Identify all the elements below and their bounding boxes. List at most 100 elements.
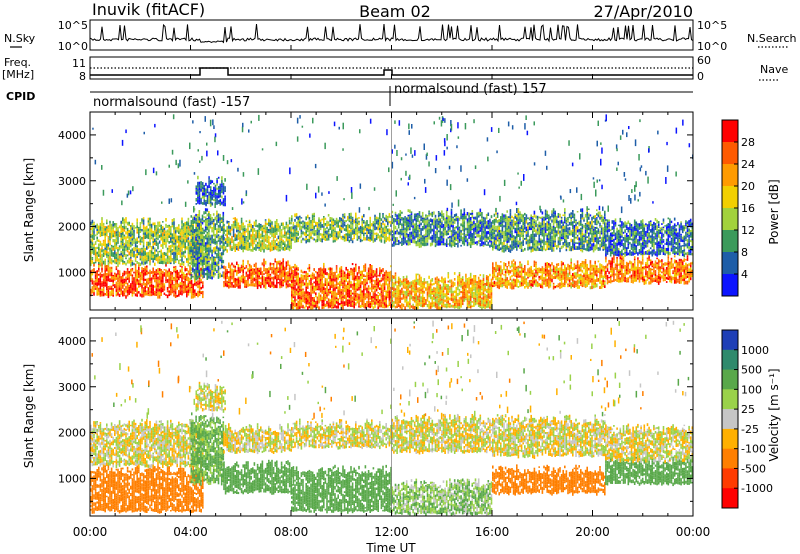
heatmap-cell — [143, 239, 145, 241]
heatmap-cell — [363, 269, 365, 272]
heatmap-cell — [265, 223, 267, 225]
heatmap-cell — [342, 214, 344, 216]
heatmap-cell — [389, 237, 391, 240]
heatmap-cell — [296, 239, 298, 243]
heatmap-cell — [175, 281, 177, 283]
heatmap-cell — [274, 228, 276, 232]
heatmap-cell — [168, 241, 170, 244]
heatmap-cell — [162, 261, 164, 265]
heatmap-cell — [369, 306, 371, 308]
heatmap-cell — [320, 238, 322, 242]
heatmap-cell — [387, 223, 389, 225]
heatmap-cell — [164, 274, 166, 277]
heatmap-cell — [408, 234, 410, 237]
heatmap-cell — [136, 291, 138, 294]
heatmap-cell — [258, 230, 260, 232]
heatmap-cell — [151, 284, 153, 287]
heatmap-cell — [318, 306, 320, 309]
heatmap-cell — [273, 228, 275, 231]
heatmap-cell — [157, 282, 159, 284]
heatmap-cell — [361, 305, 363, 307]
heatmap-cell — [111, 224, 113, 227]
heatmap-cell — [213, 239, 215, 241]
heatmap-cell — [221, 245, 223, 248]
heatmap-cell — [157, 273, 159, 275]
heatmap-cell — [342, 304, 344, 307]
heatmap-cell — [164, 288, 166, 290]
heatmap-cell — [382, 302, 384, 305]
heatmap-cell — [180, 249, 182, 252]
heatmap-cell — [424, 306, 426, 308]
heatmap-cell — [219, 231, 221, 233]
heatmap-cell — [208, 202, 210, 204]
heatmap-cell — [350, 216, 352, 219]
heatmap-cell — [186, 294, 188, 298]
heatmap-cell — [109, 270, 111, 273]
heatmap-cell — [312, 275, 314, 277]
heatmap-cell — [417, 296, 419, 299]
heatmap-cell — [381, 305, 383, 308]
heatmap-cell — [250, 234, 252, 237]
heatmap-cell — [117, 247, 119, 249]
heatmap-cell — [296, 270, 298, 272]
heatmap-cell — [156, 277, 158, 279]
heatmap-cell — [409, 305, 411, 309]
heatmap-cell — [244, 230, 246, 232]
heatmap-cell — [178, 232, 180, 235]
heatmap-cell — [263, 228, 265, 230]
heatmap-cell — [416, 290, 418, 292]
heatmap-cell — [414, 291, 416, 294]
heatmap-cell — [216, 244, 218, 246]
heatmap-cell — [341, 236, 343, 240]
heatmap-cell — [347, 238, 349, 241]
heatmap-cell — [160, 285, 162, 288]
heatmap-cell — [464, 282, 466, 285]
heatmap-cell — [221, 190, 223, 193]
heatmap-cell — [488, 285, 490, 287]
heatmap-cell — [363, 292, 365, 296]
heatmap-cell — [173, 218, 175, 221]
heatmap-cell — [475, 302, 477, 305]
heatmap-cell — [225, 266, 227, 269]
heatmap-cell — [400, 219, 402, 221]
heatmap-cell — [312, 306, 314, 309]
heatmap-cell — [422, 281, 424, 283]
heatmap-cell — [443, 278, 445, 281]
heatmap-cell — [170, 235, 172, 237]
heatmap-cell — [207, 195, 209, 198]
heatmap-cell — [278, 267, 280, 269]
heatmap-cell — [400, 282, 402, 284]
heatmap-cell — [366, 282, 368, 284]
heatmap-cell — [191, 267, 193, 270]
heatmap-cell — [328, 276, 330, 279]
heatmap-cell — [231, 276, 233, 280]
heatmap-cell — [307, 283, 309, 286]
heatmap-cell — [255, 268, 257, 269]
heatmap-cell — [416, 282, 418, 286]
heatmap-cell — [310, 234, 312, 236]
heatmap-cell — [241, 275, 243, 277]
heatmap-cell — [223, 189, 225, 192]
heatmap-cell — [159, 262, 161, 264]
heatmap-cell — [266, 228, 268, 230]
heatmap-cell — [286, 276, 288, 279]
heatmap-cell — [194, 255, 196, 257]
heatmap-cell — [231, 282, 233, 286]
heatmap-cell — [326, 235, 328, 239]
heatmap-cell — [417, 213, 419, 215]
heatmap-cell — [286, 225, 288, 228]
heatmap-cell — [411, 213, 413, 215]
heatmap-cell — [320, 288, 322, 289]
heatmap-cell — [175, 266, 177, 268]
heatmap-cell — [157, 229, 159, 231]
heatmap-cell — [199, 251, 201, 255]
heatmap-cell — [111, 247, 113, 250]
heatmap-cell — [266, 230, 268, 233]
heatmap-cell — [358, 287, 360, 290]
heatmap-cell — [353, 293, 355, 297]
heatmap-cell — [274, 270, 276, 272]
heatmap-cell — [293, 237, 295, 239]
heatmap-cell — [230, 278, 232, 281]
heatmap-cell — [186, 278, 188, 281]
heatmap-cell — [299, 227, 301, 230]
